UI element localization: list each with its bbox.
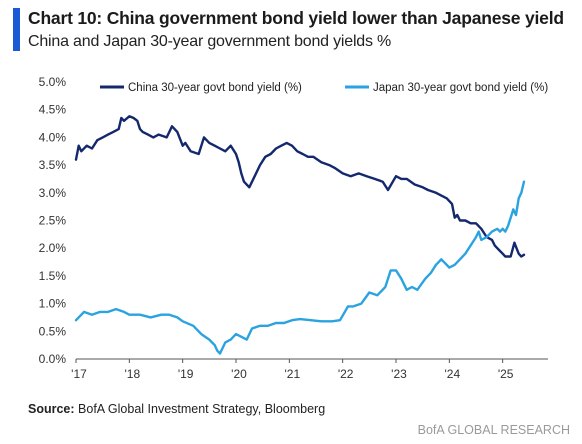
x-tick-label: '23 xyxy=(391,367,407,381)
y-tick-label: 1.5% xyxy=(39,269,67,283)
y-tick-label: 4.0% xyxy=(39,130,67,144)
chart-axes: 0.0% 0.5% 1.0% 1.5% 2.0% 2.5% 3.0% 3.5% 4.0% 4.5%… xyxy=(39,75,548,381)
x-tick-label: '19 xyxy=(178,367,194,381)
china-yield-line xyxy=(74,115,526,258)
x-tick-label: '17 xyxy=(71,367,87,381)
chart-series xyxy=(74,115,526,355)
x-tick-label: '18 xyxy=(125,367,141,381)
x-tick-label: '21 xyxy=(285,367,301,381)
y-tick-label: 3.0% xyxy=(39,186,67,200)
chart-legend: China 30-year govt bond yield (%) Japan 3… xyxy=(100,82,548,94)
legend-label: China 30-year govt bond yield (%) xyxy=(128,82,302,94)
japan-yield-line xyxy=(74,180,526,355)
x-tick-label: '24 xyxy=(445,367,461,381)
chart-subtitle: China and Japan 30-year government bond … xyxy=(28,33,392,50)
source-note: Source: BofA Global Investment Strategy,… xyxy=(28,402,325,416)
brand-footer: BofA GLOBAL RESEARCH xyxy=(417,423,570,437)
y-tick-label: 4.5% xyxy=(39,103,67,117)
legend-label: Japan 30-year govt bond yield (%) xyxy=(373,82,548,94)
x-tick-label: '25 xyxy=(498,367,514,381)
x-tick-label: '22 xyxy=(338,367,354,381)
y-tick-label: 5.0% xyxy=(39,75,67,89)
y-tick-label: 3.5% xyxy=(39,158,67,172)
x-tick-label: '20 xyxy=(231,367,247,381)
title-accent-bar xyxy=(13,8,20,51)
y-tick-label: 2.0% xyxy=(39,241,67,255)
chart-title: Chart 10: China government bond yield lo… xyxy=(28,8,564,28)
source-text: BofA Global Investment Strategy, Bloombe… xyxy=(78,402,326,416)
source-label: Source: xyxy=(28,402,75,416)
y-tick-label: 1.0% xyxy=(39,297,67,311)
y-tick-label: 0.0% xyxy=(39,352,67,366)
y-tick-label: 0.5% xyxy=(39,324,67,338)
y-tick-label: 2.5% xyxy=(39,214,67,228)
